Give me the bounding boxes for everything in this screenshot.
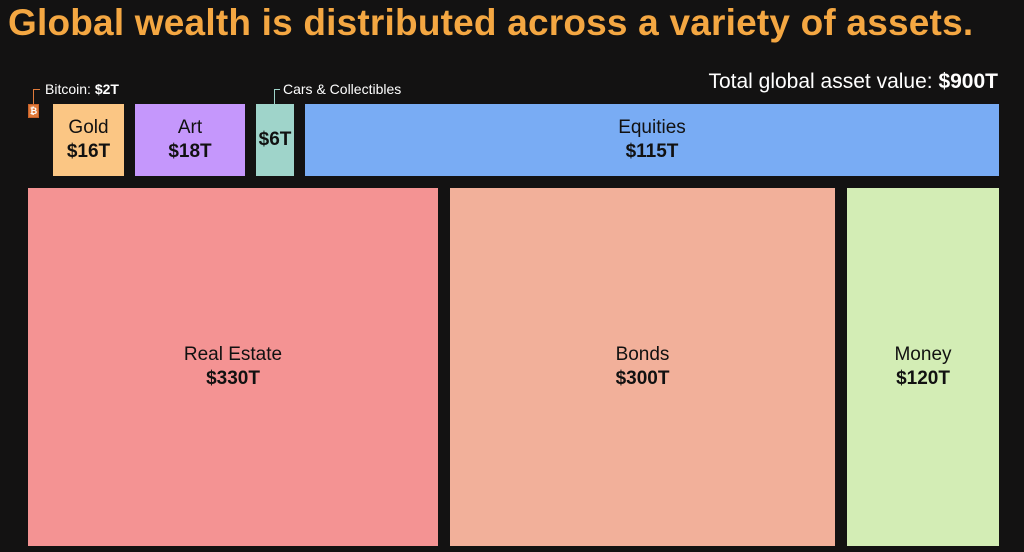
total-asset-value: Total global asset value: $900T [708,70,998,94]
bitcoin-callout: Bitcoin: $2T [45,81,119,97]
bitcoin-icon: ₿ [28,104,39,118]
tile-equities-name: Equities [618,117,686,138]
cars-collectibles-callout: Cars & Collectibles [283,81,402,97]
total-value: $900T [938,70,998,93]
tile-equities-value: $115T [625,141,679,162]
cars-leader-line [274,89,280,104]
tile-gold: Gold $16T [53,104,124,176]
tile-art-name: Art [177,117,203,138]
tile-money-value: $120T [896,368,950,389]
tile-art-value: $18T [168,141,212,162]
tile-bonds: Bonds $300T [450,188,835,546]
tile-real-estate: Real Estate $330T [28,188,438,546]
bitcoin-callout-label: Bitcoin: [45,81,91,97]
chart-title: Global wealth is distributed across a va… [8,2,974,43]
tile-art: Art $18T [135,104,245,176]
bitcoin-leader-line [33,89,40,104]
tile-money-name: Money [894,344,952,365]
tile-bonds-name: Bonds [615,344,670,365]
tile-money: Money $120T [847,188,999,546]
bitcoin-callout-value: $2T [94,81,119,97]
tile-equities: Equities $115T [305,104,999,176]
tile-bonds-value: $300T [615,368,670,389]
tile-gold-name: Gold [68,117,109,138]
tile-real-estate-value: $330T [206,368,260,389]
tile-real-estate-name: Real Estate [183,344,283,365]
total-label: Total global asset value: [708,70,933,93]
tile-cars-collectibles: $6T [256,104,294,176]
tile-gold-value: $16T [66,141,111,162]
tile-cars-value: $6T [258,129,292,150]
